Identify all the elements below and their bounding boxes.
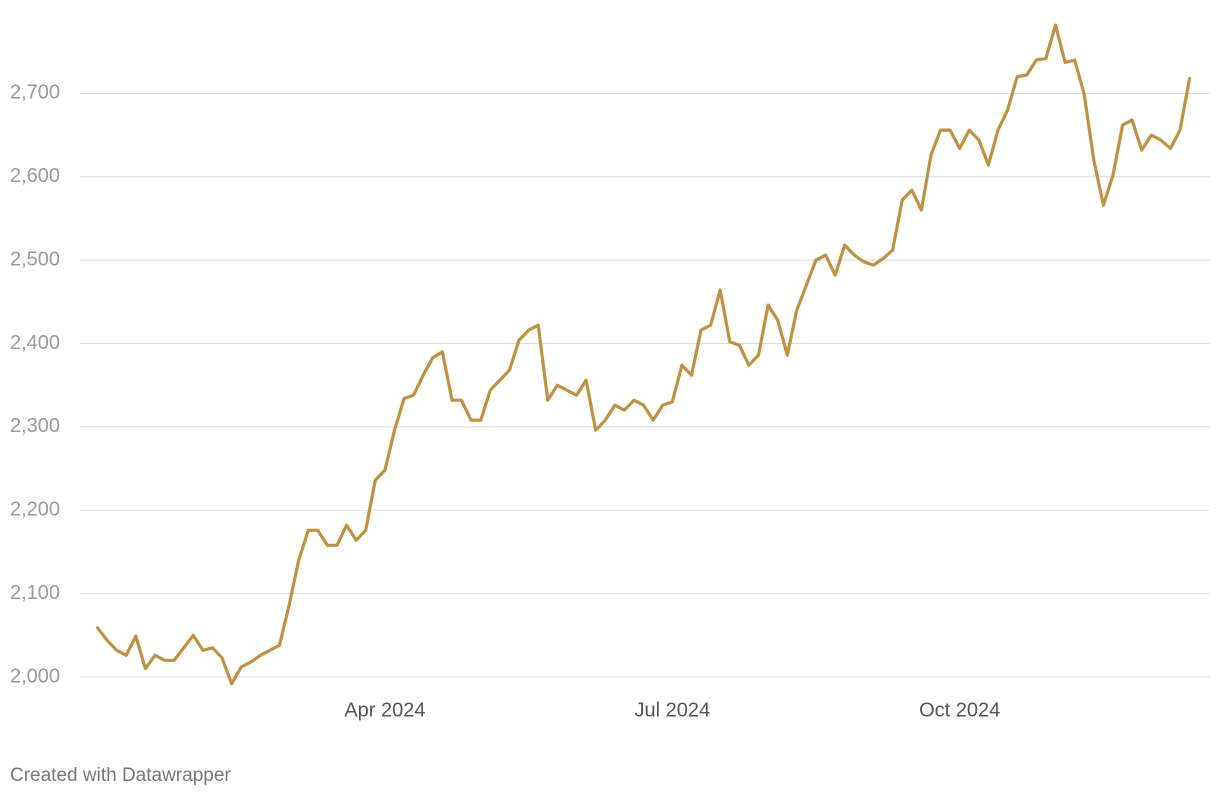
y-tick-label: 2,700 bbox=[10, 82, 60, 104]
y-tick-label: 2,100 bbox=[10, 582, 60, 604]
x-tick-label: Apr 2024 bbox=[344, 699, 425, 721]
x-tick-label: Jul 2024 bbox=[634, 699, 710, 721]
y-tick-label: 2,300 bbox=[10, 415, 60, 437]
y-tick-label: 2,500 bbox=[10, 248, 60, 270]
credit: Created with Datawrapper bbox=[10, 765, 231, 786]
price-line bbox=[95, 23, 1192, 686]
y-tick-label: 2,000 bbox=[10, 665, 60, 687]
x-tick-label: Oct 2024 bbox=[919, 699, 1000, 721]
y-tick-label: 2,200 bbox=[10, 499, 60, 521]
y-tick-label: 2,400 bbox=[10, 332, 60, 354]
y-tick-label: 2,600 bbox=[10, 165, 60, 187]
